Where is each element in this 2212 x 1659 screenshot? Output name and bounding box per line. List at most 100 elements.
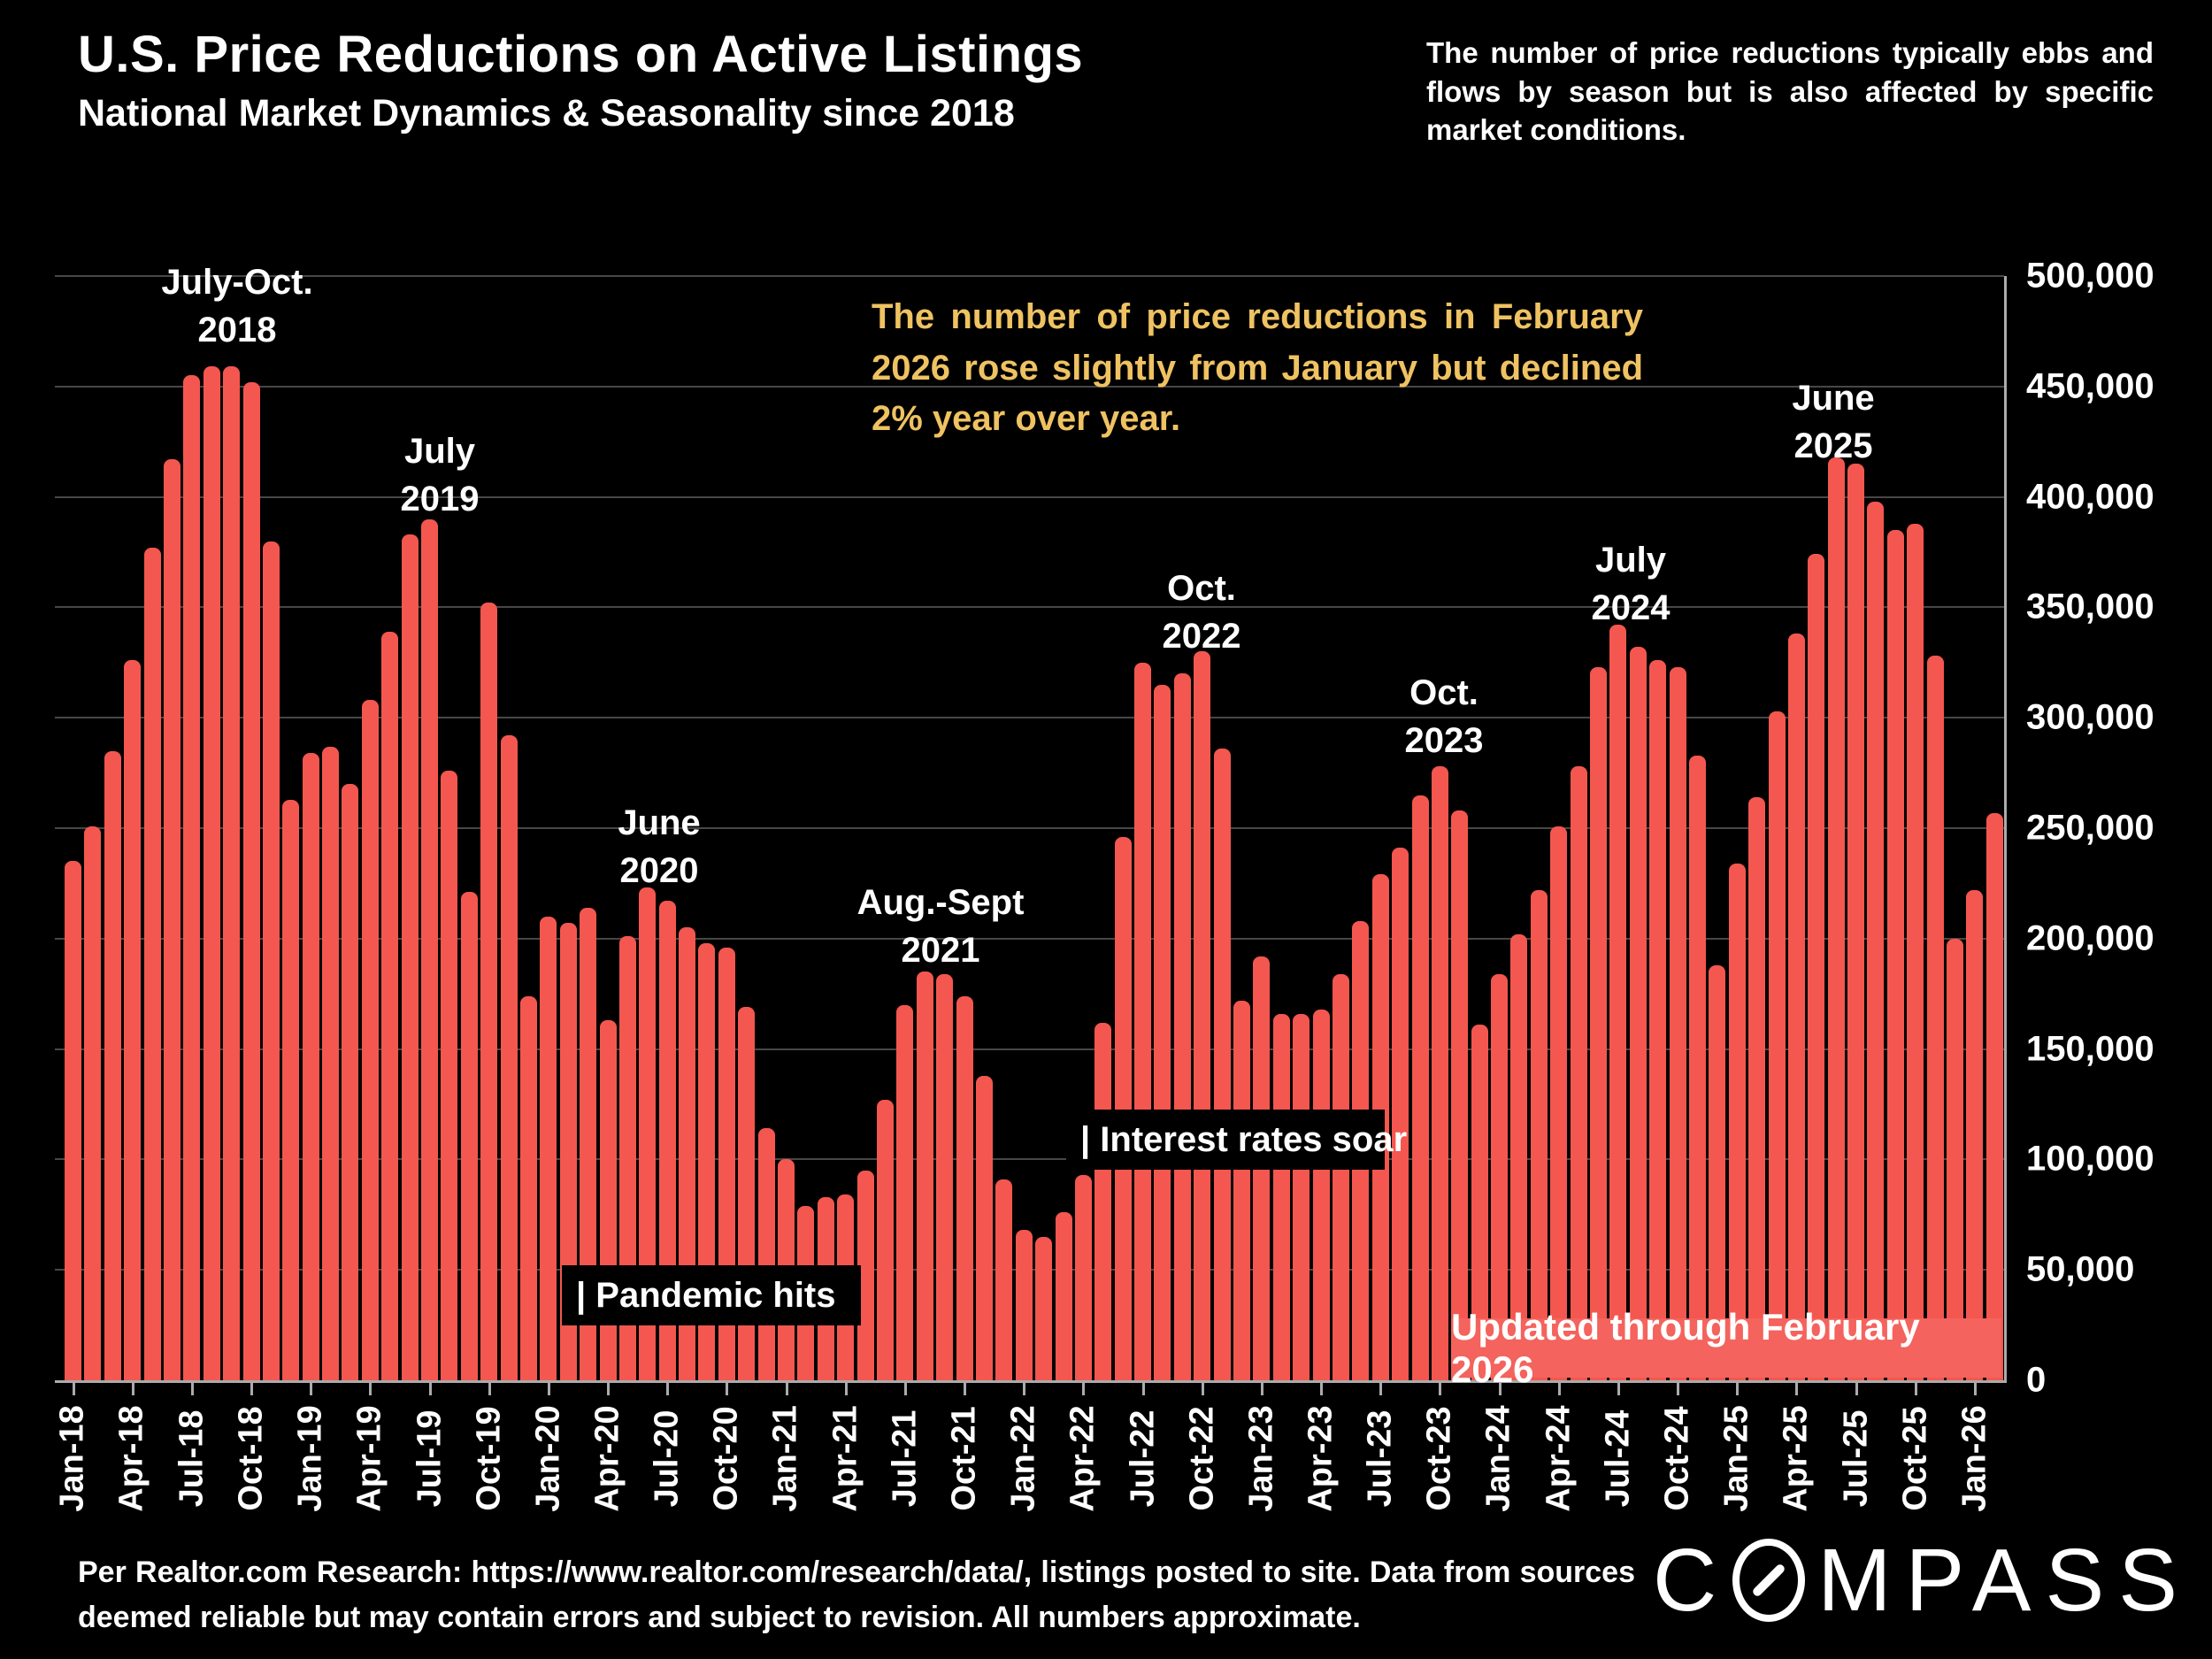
x-axis-tick — [903, 1383, 907, 1395]
x-axis-tick — [1082, 1383, 1086, 1395]
x-axis-tick — [428, 1383, 432, 1395]
bar — [1451, 810, 1469, 1380]
x-axis-tick — [1795, 1383, 1799, 1395]
x-axis-tick — [726, 1383, 729, 1395]
bar — [1590, 666, 1608, 1380]
x-axis-tick — [1379, 1383, 1383, 1395]
gridline — [55, 717, 2004, 719]
gridline — [55, 275, 2004, 277]
y-axis-tick-label: 100,000 — [2026, 1139, 2154, 1179]
page-subtitle: National Market Dynamics & Seasonality s… — [78, 91, 1015, 134]
x-axis-tick — [666, 1383, 670, 1395]
x-axis-tick — [1677, 1383, 1680, 1395]
x-axis-tick — [1557, 1383, 1561, 1395]
x-axis-tick — [72, 1383, 75, 1395]
bar — [381, 631, 399, 1380]
x-axis-line — [55, 1380, 2007, 1383]
x-axis-tick — [1439, 1383, 1442, 1395]
bar — [1570, 766, 1587, 1380]
title-block: U.S. Price Reductions on Active Listings… — [78, 27, 1361, 135]
bar — [1748, 797, 1766, 1380]
peak-annotation: Aug.-Sept 2021 — [856, 883, 1025, 970]
bar — [1847, 464, 1865, 1380]
bar — [1530, 889, 1548, 1380]
x-axis-tick — [190, 1383, 194, 1395]
bar — [500, 735, 518, 1380]
bar — [183, 375, 201, 1380]
bar — [1926, 656, 1944, 1380]
bar — [302, 753, 319, 1380]
peak-annotation: Oct. 2022 — [1162, 569, 1241, 656]
event-label: | Interest rates soar — [1066, 1110, 1407, 1170]
bar — [639, 887, 657, 1380]
bar — [1688, 755, 1706, 1380]
x-axis-tick-label: Jan-26 — [1955, 1404, 1993, 1512]
bar — [124, 660, 142, 1380]
bar — [143, 548, 161, 1380]
x-axis-tick — [1260, 1383, 1263, 1395]
bar — [262, 541, 280, 1380]
bar — [1233, 1000, 1250, 1380]
x-axis-tick — [310, 1383, 313, 1395]
bar — [1332, 973, 1349, 1380]
gridline — [55, 385, 2004, 388]
x-axis-tick — [1141, 1383, 1145, 1395]
y-axis-tick-label: 500,000 — [2026, 256, 2154, 296]
bar — [223, 366, 241, 1380]
bar — [282, 799, 300, 1380]
bar — [1293, 1013, 1310, 1380]
bar — [342, 784, 359, 1380]
y-axis-tick-label: 300,000 — [2026, 697, 2154, 737]
page-title: U.S. Price Reductions on Active Listings — [78, 26, 1084, 83]
x-axis-tick — [1498, 1383, 1502, 1395]
bar — [1709, 964, 1726, 1380]
bar — [1392, 848, 1409, 1380]
x-axis-tick — [607, 1383, 611, 1395]
bar — [1134, 662, 1152, 1380]
bar — [65, 861, 81, 1380]
update-banner: Updated through February 2026 — [1451, 1306, 2001, 1390]
bar — [757, 1128, 775, 1380]
y-axis-tick-label: 400,000 — [2026, 477, 2154, 517]
x-axis-tick — [250, 1383, 253, 1395]
bar — [1867, 501, 1885, 1380]
bar — [1312, 1009, 1330, 1380]
bar — [1411, 795, 1429, 1380]
x-axis-tick — [1855, 1383, 1858, 1395]
gridline — [55, 1158, 2004, 1161]
x-axis-tick — [1320, 1383, 1324, 1395]
bar — [540, 916, 557, 1380]
bar — [975, 1075, 993, 1380]
bar — [1728, 863, 1746, 1380]
bar — [956, 995, 973, 1380]
peak-annotation: July-Oct. 2018 — [161, 263, 313, 349]
bar — [203, 366, 220, 1380]
bar — [1055, 1212, 1072, 1380]
bar — [936, 973, 954, 1380]
y-axis-tick-label: 0 — [2026, 1360, 2047, 1400]
bar — [916, 972, 933, 1380]
bar — [1827, 457, 1845, 1380]
bar — [1154, 684, 1171, 1380]
bar — [658, 901, 676, 1380]
gridline — [55, 937, 2004, 940]
bar — [1907, 523, 1924, 1380]
bar — [1947, 938, 1964, 1380]
y-axis-tick-label: 50,000 — [2026, 1249, 2135, 1289]
y-axis-tick-label: 150,000 — [2026, 1029, 2154, 1069]
bar — [519, 995, 537, 1380]
x-axis-tick — [785, 1383, 788, 1395]
y-axis-tick-label: 200,000 — [2026, 918, 2154, 958]
bar — [1649, 660, 1667, 1380]
x-axis-tick — [844, 1383, 848, 1395]
gridline — [55, 1048, 2004, 1050]
bar — [856, 1170, 874, 1380]
bar — [599, 1020, 617, 1380]
bar — [163, 459, 180, 1380]
x-axis-tick — [1736, 1383, 1740, 1395]
bar — [1015, 1230, 1033, 1380]
callout-text: The number of price reductions in Februa… — [872, 297, 1643, 439]
bar — [876, 1100, 894, 1380]
